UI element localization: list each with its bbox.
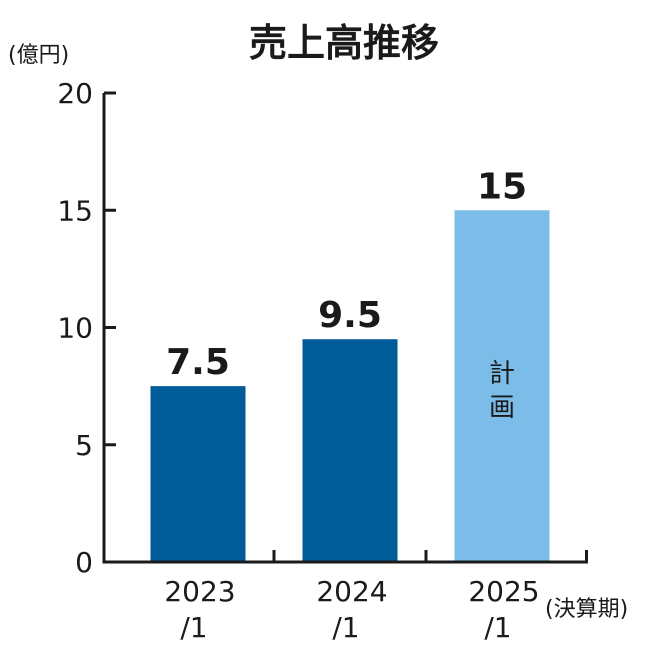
bar-2025 bbox=[454, 210, 550, 562]
y-axis-unit-label: (億円) bbox=[8, 43, 69, 68]
bar-note-char-2: 画 bbox=[489, 393, 515, 423]
bar-2024 bbox=[302, 339, 398, 562]
bar-2023 bbox=[150, 386, 246, 562]
data-label-2025: 15 bbox=[477, 166, 527, 207]
y-tick-label-5: 5 bbox=[75, 429, 93, 462]
y-tick-label-10: 10 bbox=[57, 312, 93, 345]
x-tick-sublabel-2024: /1 bbox=[332, 611, 359, 644]
y-tick-label-0: 0 bbox=[75, 546, 93, 579]
x-tick-sublabel-2025: /1 bbox=[484, 611, 511, 644]
x-tick-label-2024: 2024 bbox=[316, 575, 387, 608]
data-label-2024: 9.5 bbox=[318, 295, 382, 336]
x-tick-label-2025: 2025 bbox=[468, 575, 539, 608]
y-tick-label-15: 15 bbox=[57, 194, 93, 227]
y-tick-label-20: 20 bbox=[57, 77, 93, 110]
bar-note-char-1: 計 bbox=[489, 359, 515, 389]
chart-title: 売上高推移 bbox=[249, 21, 439, 65]
chart-marks: 7.5 2023/1 9.5 2024/1 15 計画 2025/1 0 5 10 15 20 bbox=[57, 77, 588, 644]
x-axis-unit-label: (決算期) bbox=[545, 597, 628, 622]
x-tick-label-2023: 2023 bbox=[164, 575, 235, 608]
x-tick-sublabel-2023: /1 bbox=[180, 611, 207, 644]
data-label-2023: 7.5 bbox=[166, 342, 230, 383]
